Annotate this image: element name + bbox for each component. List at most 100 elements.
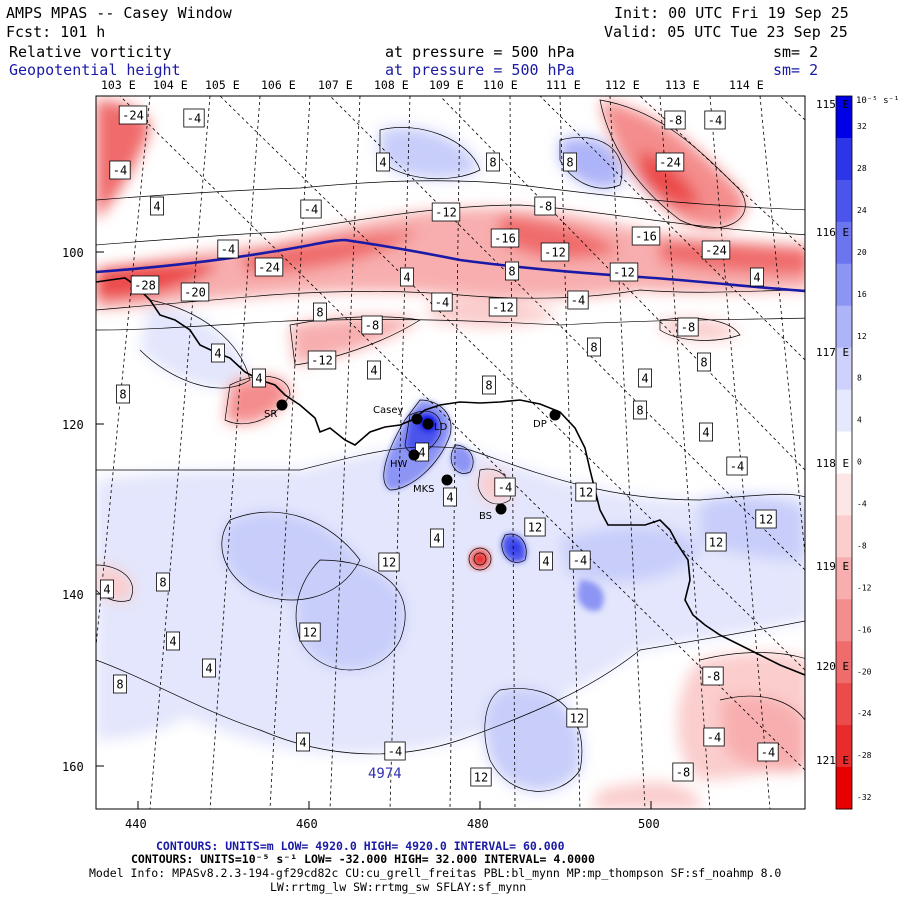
station-mks: MKS [413,474,453,495]
strong-negative-vorticity [469,548,491,570]
svg-text:-8: -8 [706,670,720,684]
svg-text:4: 4 [255,372,262,386]
svg-text:-4: -4 [498,481,512,495]
x-tick-label: 480 [467,817,489,831]
contour-value-label: -4 [109,160,131,180]
colorbar-label: -24 [857,709,872,718]
svg-text:-4: -4 [435,296,449,310]
right-lon-label: 118 E [816,457,849,470]
contour-value-label: -16 [490,228,520,248]
svg-text:-8: -8 [681,321,695,335]
contour-value-label: 4 [399,267,414,287]
stations: SR Casey LD DP HW MKS BS [264,399,561,522]
contour-value-label: -8 [664,110,686,130]
top-lon-label: 105 E [205,78,240,92]
contour-value-label: 4 [149,196,164,216]
contour-value-label: -8 [534,196,556,216]
y-tick-label: 100 [62,246,84,260]
contour-value-label: 12 [575,482,597,502]
svg-text:-4: -4 [573,554,587,568]
svg-text:8: 8 [636,404,643,418]
lat-lon-grid [96,96,805,809]
contour-value-label: 4 [429,528,444,548]
svg-text:4: 4 [370,364,377,378]
svg-text:-24: -24 [659,156,681,170]
footer-model-info-2: LW:rrtmg_lw SW:rrtmg_sw SFLAY:sf_mynn [270,880,527,894]
svg-text:4: 4 [446,491,453,505]
svg-text:4: 4 [542,555,549,569]
svg-text:DP: DP [533,419,547,430]
map-border [95,95,806,810]
contour-value-label: -4 [384,741,406,761]
contour-value-label: 12 [524,517,546,537]
colorbar-segment [836,641,852,684]
x-tick-label: 460 [296,817,318,831]
right-lon-label: 120 E [816,660,849,673]
colorbar: 32 28 24 20 16 12 8 4 0 -4 -8 -12 -16 -20 -24 -28 -32 [835,95,872,810]
geopotential-label: 4974 [368,766,402,782]
field2-name: Geopotential height [9,61,181,79]
svg-text:-4: -4 [221,243,235,257]
station-dp: DP [533,409,561,430]
svg-text:-12: -12 [492,301,514,315]
contour-value-label: 8 [563,152,578,172]
svg-text:12: 12 [570,712,584,726]
contour-labels: -24 -4 -4 4 8 8 -8 -4 -24 4 -4 -12 -8 -4 -16 -12 -16 -24 -… [100,105,779,787]
svg-text:-8: -8 [365,319,379,333]
y-tick-label: 140 [62,588,84,602]
valid-time: Valid: 05 UTC Tue 23 Sep 25 [604,23,848,41]
station-hw: HW [390,449,420,470]
colorbar-label: -32 [857,793,872,802]
colorbar-label: 20 [857,248,867,257]
colorbar-label: -4 [857,500,867,509]
colorbar-label: -8 [857,541,867,550]
colorbar-label: 24 [857,206,867,215]
contour-value-label: 12 [378,552,400,572]
field1-name: Relative vorticity [9,43,172,61]
contour-value-label: 4 [750,267,765,287]
contour-value-label: 12 [470,767,492,787]
colorbar-label: 0 [857,458,862,467]
svg-text:-8: -8 [538,200,552,214]
svg-text:-12: -12 [544,246,566,260]
svg-text:4: 4 [169,635,176,649]
contour-value-label: -16 [631,226,661,246]
contour-value-label: -8 [672,762,694,782]
top-lon-label: 103 E [101,78,136,92]
svg-text:Casey: Casey [373,405,403,416]
svg-text:12: 12 [474,771,488,785]
svg-text:-4: -4 [708,114,722,128]
contour-value-label: -4 [431,292,453,312]
svg-text:8: 8 [485,379,492,393]
colorbar-segment [836,767,852,810]
contour-value-label: -4 [300,199,322,219]
colorbar-segment [836,725,852,768]
contour-value-label: 4 [375,152,390,172]
svg-text:8: 8 [590,341,597,355]
svg-text:4: 4 [403,271,410,285]
contour-value-label: -8 [702,666,724,686]
svg-text:-4: -4 [761,746,775,760]
colorbar-segment [836,96,852,139]
svg-text:4: 4 [418,446,425,460]
colorbar-frame [835,95,853,810]
right-lon-label: 121 E [816,754,849,767]
colorbar-label: -12 [857,583,872,592]
svg-text:-24: -24 [705,244,727,258]
colorbar-segment [836,683,852,726]
contour-value-label: 8 [697,352,712,372]
svg-text:12: 12 [382,556,396,570]
svg-text:-4: -4 [571,294,585,308]
field1-pressure: at pressure = 500 hPa [385,43,575,61]
contour-value-label: 4 [100,579,115,599]
contour-value-label: 12 [705,532,727,552]
svg-text:-12: -12 [435,206,457,220]
colorbar-label: 28 [857,164,867,173]
colorbar-label: -20 [857,667,872,676]
contour-value-label: 4 [201,658,216,678]
field2-smoothing: sm= 2 [773,61,819,79]
colorbar-label: 12 [857,332,867,341]
svg-text:4: 4 [641,372,648,386]
map-title: AMPS MPAS -- Casey Window [6,4,232,22]
top-lon-label: 107 E [318,78,353,92]
